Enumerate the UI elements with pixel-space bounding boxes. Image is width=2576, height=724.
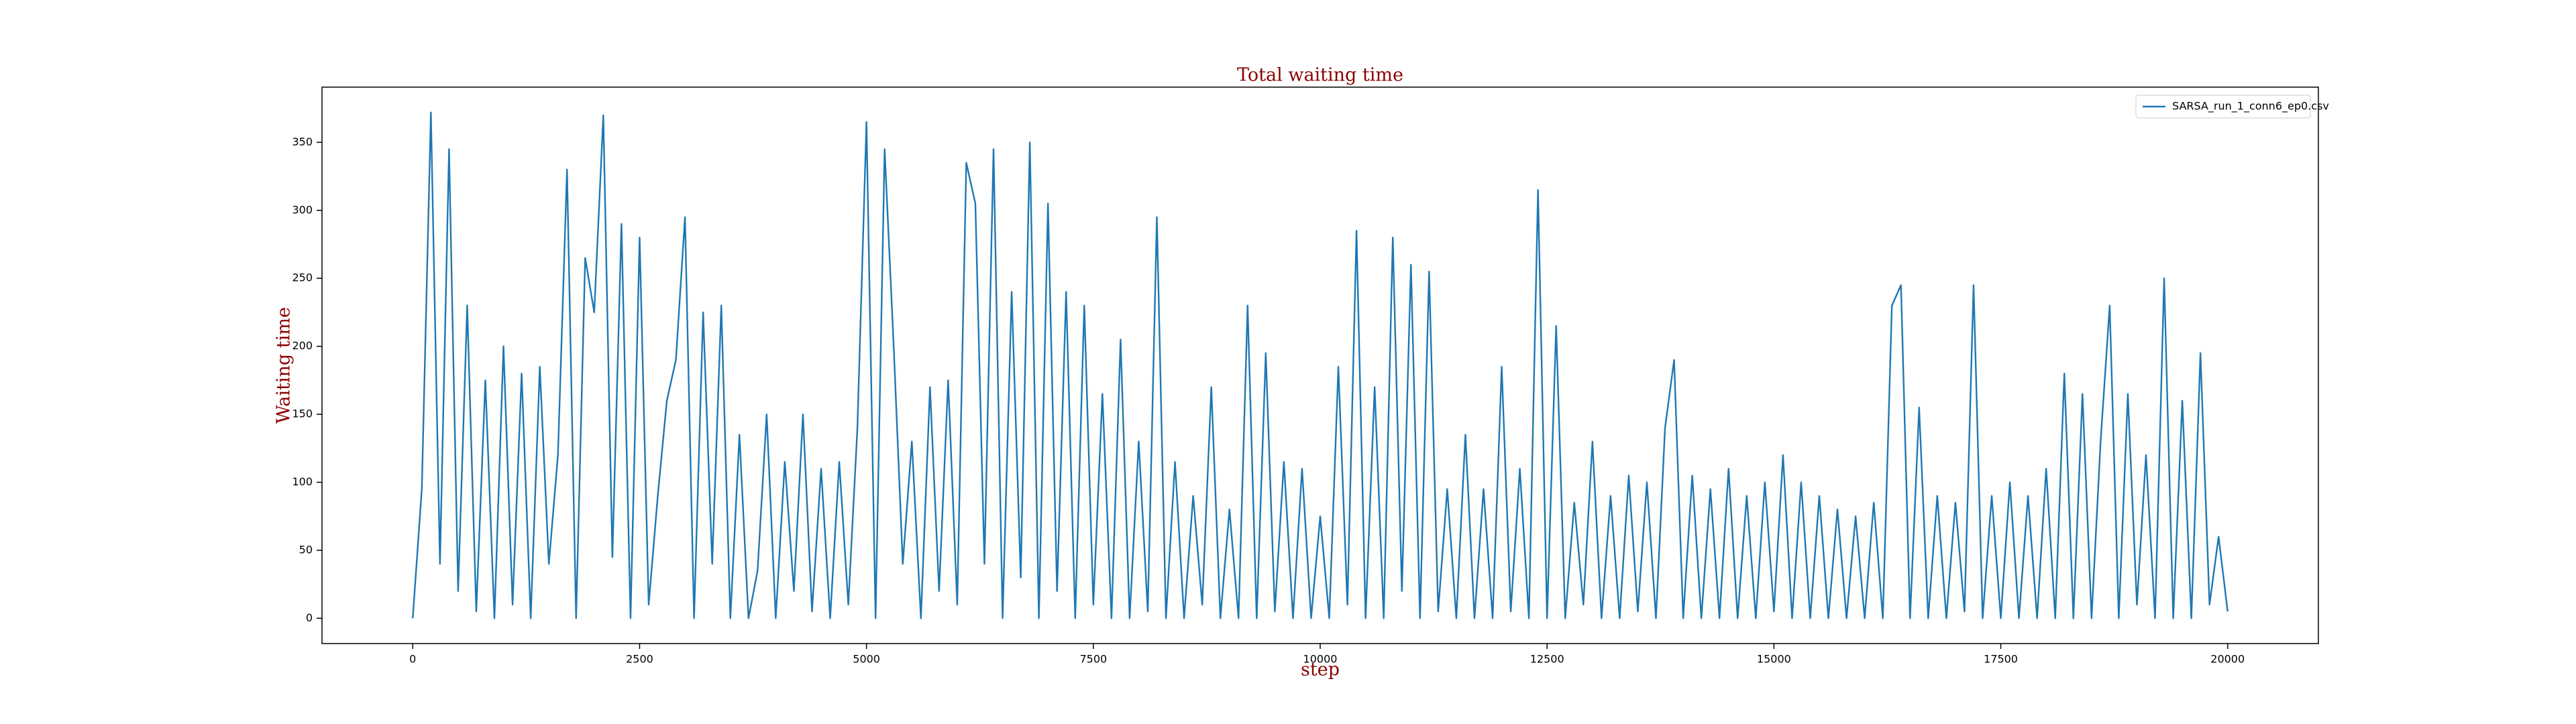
x-tick-label: 7500 (1079, 653, 1107, 666)
y-tick-label: 150 (292, 408, 313, 420)
chart-title: Total waiting time (1237, 65, 1403, 86)
x-tick-label: 12500 (1530, 653, 1564, 666)
x-tick-label: 17500 (1984, 653, 2018, 666)
y-tick-label: 300 (292, 203, 313, 216)
x-tick-label: 10000 (1303, 653, 1338, 666)
y-tick-label: 200 (292, 339, 313, 352)
y-tick-label: 0 (306, 611, 313, 624)
legend-label: SARSA_run_1_conn6_ep0.csv (2172, 100, 2329, 113)
y-tick-label: 100 (292, 475, 313, 488)
legend-box (2135, 95, 2311, 119)
x-tick-label: 5000 (853, 653, 880, 666)
y-tick-label: 250 (292, 272, 313, 284)
y-tick-label: 350 (292, 135, 313, 148)
plot-frame (321, 86, 2319, 644)
x-tick-label: 20000 (2210, 653, 2245, 666)
x-tick-label: 0 (409, 653, 416, 666)
y-axis-label: Waiting time (274, 307, 294, 424)
data-line (412, 111, 2229, 619)
x-tick-label: 15000 (1757, 653, 1791, 666)
x-tick-label: 2500 (626, 653, 653, 666)
x-axis-label: step (1301, 660, 1340, 680)
y-tick-label: 50 (299, 543, 313, 556)
